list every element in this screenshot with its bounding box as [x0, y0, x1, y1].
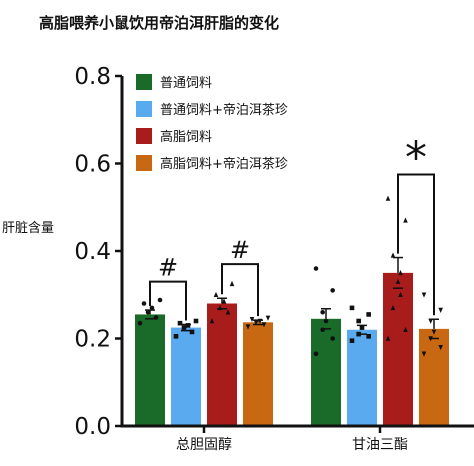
data-point — [245, 324, 251, 330]
data-point — [398, 269, 403, 276]
data-point — [366, 334, 371, 339]
x-tick-label: 总胆固醇 — [176, 436, 232, 453]
data-point — [213, 291, 219, 298]
data-point — [438, 307, 443, 313]
data-point — [359, 325, 365, 330]
data-point — [177, 320, 183, 326]
legend-swatch — [136, 101, 152, 117]
y-tick-label: 0.4 — [74, 239, 111, 265]
legend-label: 普通饲料+帝泊洱茶珍 — [160, 102, 288, 118]
bar — [171, 327, 201, 426]
data-point — [403, 217, 408, 223]
legend-swatch — [136, 128, 152, 144]
y-tick-label: 0.6 — [74, 152, 111, 178]
data-point — [428, 336, 433, 342]
bar — [419, 328, 449, 426]
data-point — [349, 305, 355, 311]
legend-label: 高脂饲料+帝泊洱茶珍 — [160, 156, 288, 172]
significance-layer: # # * — [149, 132, 435, 321]
data-point — [265, 315, 271, 321]
y-tick-label: 0.2 — [74, 327, 111, 353]
data-point — [385, 195, 391, 201]
y-tick-label: 0.8 — [74, 64, 111, 90]
data-point — [313, 266, 319, 271]
legend-swatch — [136, 74, 152, 90]
data-point — [193, 318, 199, 324]
significance-bracket — [149, 280, 187, 321]
data-point — [395, 278, 401, 284]
data-point — [356, 318, 361, 324]
legend-swatch — [136, 155, 152, 171]
significance-marker: # — [158, 254, 178, 282]
y-tick-label: 0.0 — [74, 414, 111, 440]
data-point — [173, 334, 179, 339]
legend-label: 高脂饲料 — [160, 129, 212, 145]
data-point — [428, 318, 433, 324]
bar — [383, 272, 413, 426]
data-point — [181, 325, 187, 330]
bar — [347, 329, 377, 426]
data-point — [330, 336, 335, 341]
data-point — [323, 318, 329, 324]
bars-layer — [135, 272, 449, 426]
data-point — [225, 309, 231, 315]
data-point — [385, 335, 391, 341]
bar — [243, 322, 273, 426]
significance-bracket — [397, 173, 435, 316]
data-point — [390, 304, 396, 311]
data-point — [431, 329, 437, 335]
chart-title: 高脂喂养小鼠饮用帝泊洱肝脂的变化 — [39, 14, 280, 32]
data-point — [313, 351, 319, 357]
data-point — [253, 320, 259, 326]
significance-bracket — [221, 263, 259, 317]
data-point — [145, 309, 151, 315]
bar — [135, 314, 165, 426]
data-point — [249, 316, 255, 323]
data-point — [209, 318, 215, 324]
data-point — [137, 320, 143, 326]
data-points-layer — [137, 195, 443, 357]
data-point — [149, 305, 155, 311]
data-point — [421, 292, 427, 298]
data-point — [185, 323, 191, 328]
bar — [207, 303, 237, 426]
data-point — [366, 312, 371, 317]
data-point — [438, 344, 443, 351]
data-point — [261, 322, 267, 328]
data-point — [141, 301, 147, 306]
data-point — [398, 291, 403, 298]
data-point — [217, 304, 223, 311]
data-point — [403, 326, 408, 333]
data-point — [349, 338, 355, 343]
data-point — [257, 318, 263, 324]
bar — [311, 318, 341, 426]
data-point — [221, 298, 227, 304]
data-point — [330, 288, 335, 293]
data-point — [153, 315, 159, 320]
data-point — [421, 351, 427, 357]
axes-layer: 0.0 0.2 0.4 0.6 0.8 总胆固醇 甘油三酯 — [74, 64, 474, 453]
significance-marker: * — [405, 132, 427, 183]
data-point — [189, 329, 195, 335]
significance-marker: # — [230, 236, 250, 264]
data-point — [229, 280, 235, 287]
data-point — [390, 252, 396, 258]
y-axis-label: 肝脏含量 — [2, 221, 55, 236]
data-point — [320, 327, 325, 333]
data-point — [320, 309, 325, 315]
data-point — [157, 297, 163, 303]
legend-label: 普通饲料 — [160, 76, 212, 91]
x-tick-label: 甘油三酯 — [352, 437, 408, 453]
data-point — [356, 331, 361, 337]
